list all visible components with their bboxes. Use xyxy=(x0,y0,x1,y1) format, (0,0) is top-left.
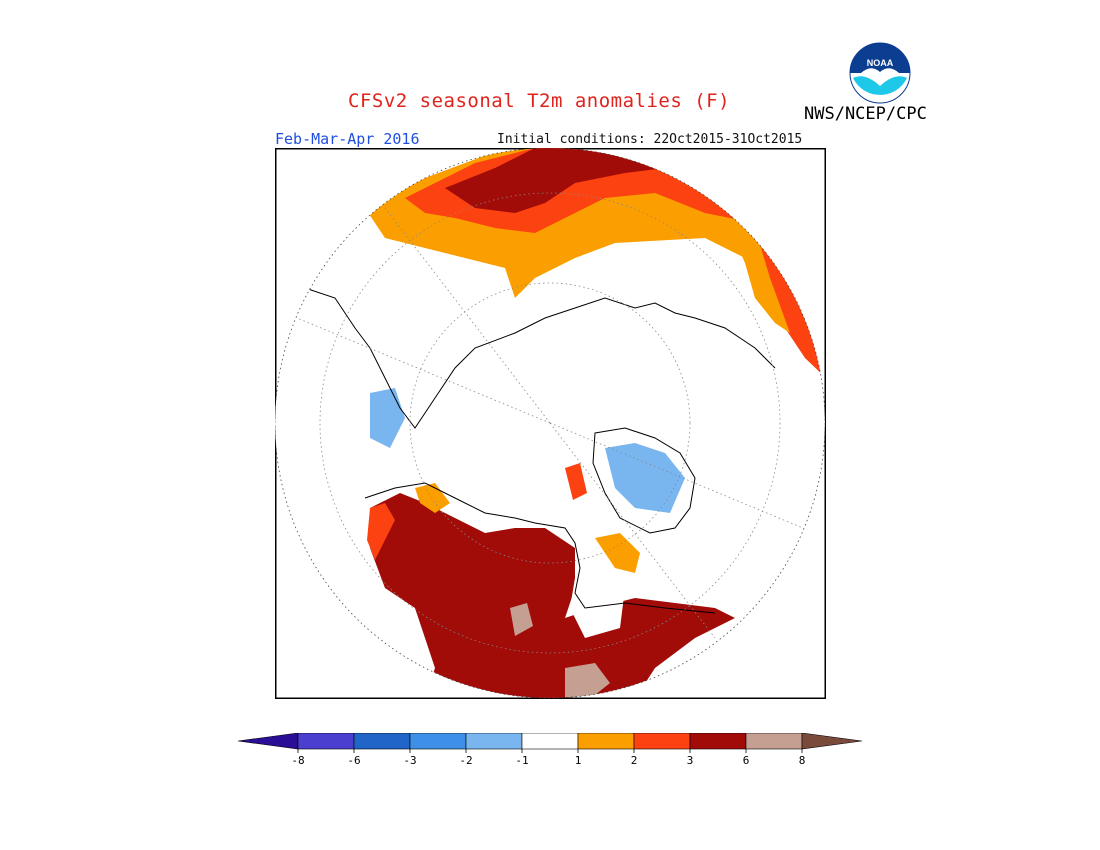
no-anomaly-hudson-bay xyxy=(570,573,625,638)
legend-swatch xyxy=(577,733,635,750)
initial-conditions-label: Initial conditions: 22Oct2015-31Oct2015 xyxy=(497,132,803,147)
legend-arrow-left xyxy=(238,733,299,750)
graticule xyxy=(284,192,816,654)
legend-swatch xyxy=(633,733,691,750)
anomaly-1-2-alaska xyxy=(415,483,450,513)
legend-tick-label: -1 xyxy=(515,754,528,767)
graticule-meridian xyxy=(384,207,551,424)
legend-swatch xyxy=(689,733,747,750)
legend-tick-label: 6 xyxy=(743,754,750,767)
globe-edge xyxy=(275,148,826,699)
graticule-meridian xyxy=(549,422,816,534)
anomaly-1-2-greenland xyxy=(595,533,640,573)
anomaly-6-8-canada xyxy=(510,603,533,636)
legend-swatch xyxy=(465,733,523,750)
graticule-meridian xyxy=(284,312,551,424)
anomaly-6-8-hudson xyxy=(565,663,610,698)
graticule-meridian xyxy=(549,422,716,639)
polar-map xyxy=(275,148,826,699)
legend-swatch xyxy=(409,733,467,750)
color-legend: -8 -6 -3 -2 -1 1 2 3 6 8 xyxy=(238,733,862,767)
graticule-latitude-ring xyxy=(319,192,781,654)
legend-swatch xyxy=(745,733,803,750)
coastline-north-america xyxy=(364,482,716,614)
legend-tick-label: -8 xyxy=(291,754,304,767)
legend-tick-label: 2 xyxy=(631,754,638,767)
agency-label: NWS/NCEP/CPC xyxy=(804,104,927,124)
anomaly-cool-europe xyxy=(605,443,685,513)
map-title: CFSv2 seasonal T2m anomalies (F) xyxy=(348,90,731,112)
legend-tick-label: 1 xyxy=(575,754,582,767)
season-label: Feb-Mar-Apr 2016 xyxy=(275,130,420,148)
logo-bird-shape xyxy=(853,76,907,95)
noaa-logo: NOAA xyxy=(849,42,911,104)
coastline-asia xyxy=(304,287,776,429)
legend-swatch xyxy=(353,733,411,750)
legend-swatch xyxy=(521,733,579,750)
legend-arrow-right xyxy=(801,733,862,750)
logo-top-shape xyxy=(850,43,910,73)
logo-text: NOAA xyxy=(867,58,894,68)
legend-tick-label: -2 xyxy=(459,754,472,767)
anomaly-2-3-greenland xyxy=(565,463,587,500)
legend-swatch xyxy=(297,733,355,750)
legend-tick-label: 3 xyxy=(687,754,694,767)
legend-tick-label: -3 xyxy=(403,754,416,767)
anomaly-3-6-top xyxy=(445,148,675,213)
anomaly-1-2-east xyxy=(730,228,790,333)
anomaly-cool-asia xyxy=(370,388,405,448)
anomaly-2-3-west-coast xyxy=(367,503,395,560)
legend-tick-label: 8 xyxy=(799,754,806,767)
anomaly-3-6-north-america xyxy=(370,493,735,698)
coastline-greenland xyxy=(592,427,696,534)
legend-tick-label: -6 xyxy=(347,754,360,767)
graticule-latitude-ring xyxy=(409,282,691,564)
